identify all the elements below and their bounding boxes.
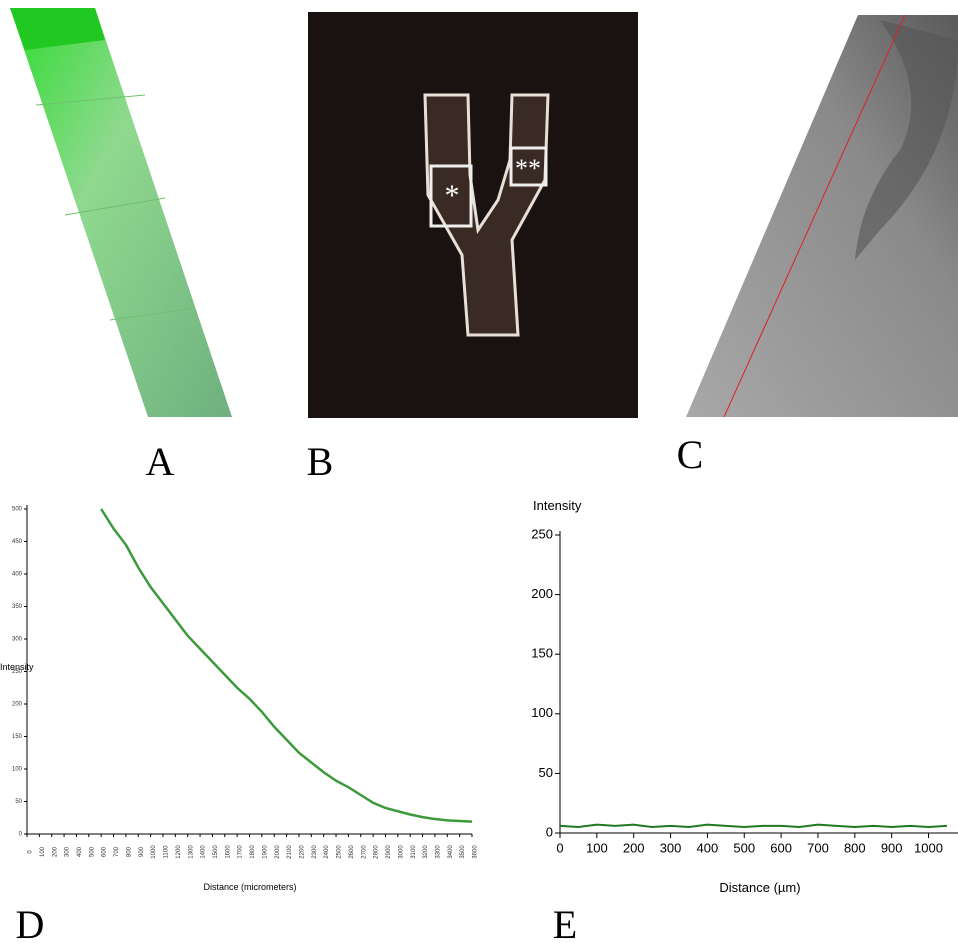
x-tick-label: 100 <box>586 840 608 855</box>
y-tick-label: 450 <box>12 539 23 545</box>
x-tick-label: 0 <box>556 840 563 855</box>
y-tick-label: 100 <box>12 767 23 773</box>
x-axis-title: Distance (µm) <box>719 880 800 895</box>
x-tick-label: 3600 <box>473 845 479 859</box>
x-axis-title: Distance (micrometers) <box>203 882 296 892</box>
y-tick-label: 0 <box>19 832 23 838</box>
panel-label: C <box>677 432 704 477</box>
x-tick-label: 500 <box>733 840 755 855</box>
x-tick-label: 1200 <box>176 845 182 859</box>
y-tick-label: 0 <box>546 824 553 839</box>
x-tick-label: 1800 <box>250 845 256 859</box>
x-tick-label: 3500 <box>460 845 466 859</box>
x-tick-label: 900 <box>881 840 903 855</box>
x-tick-label: 2900 <box>386 845 392 859</box>
x-tick-label: 1500 <box>213 845 219 859</box>
x-tick-label: 3400 <box>448 845 454 859</box>
y-tick-label: 400 <box>12 572 23 578</box>
y-tick-label: 100 <box>531 705 553 720</box>
x-tick-label: 1000 <box>151 845 157 859</box>
x-tick-label: 3100 <box>411 845 417 859</box>
panel-label: A <box>146 439 175 484</box>
y-tick-label: 200 <box>12 702 23 708</box>
y-tick-label: 250 <box>531 526 553 541</box>
x-tick-label: 400 <box>77 846 83 857</box>
x-tick-label: 2300 <box>312 845 318 859</box>
image-a <box>10 8 232 417</box>
y-tick-label: 150 <box>531 646 553 661</box>
x-tick-label: 600 <box>102 846 108 857</box>
x-tick-label: 900 <box>139 846 145 857</box>
x-tick-label: 700 <box>807 840 829 855</box>
x-tick-label: 200 <box>623 840 645 855</box>
panel-label: D <box>16 902 45 943</box>
y-axis-title: Intensity <box>0 662 34 672</box>
x-tick-label: 2200 <box>300 845 306 859</box>
image-mark: * <box>445 179 460 212</box>
x-tick-label: 100 <box>40 846 46 857</box>
x-tick-label: 2400 <box>324 845 330 859</box>
x-tick-label: 800 <box>126 846 132 857</box>
data-line <box>100 508 473 823</box>
x-tick-label: 3300 <box>435 845 441 859</box>
y-tick-label: 50 <box>15 799 22 805</box>
y-tick-label: 500 <box>12 507 23 513</box>
panel-label: B <box>307 439 334 484</box>
image-c <box>686 14 958 418</box>
x-tick-label: 800 <box>844 840 866 855</box>
x-tick-label: 2600 <box>349 845 355 859</box>
y-axis-title: Intensity <box>533 498 582 513</box>
data-line <box>559 823 948 829</box>
x-tick-label: 2500 <box>337 845 343 859</box>
x-tick-label: 300 <box>660 840 682 855</box>
image-b: * ** <box>308 12 638 418</box>
x-tick-label: 500 <box>89 846 95 857</box>
y-tick-label: 200 <box>531 586 553 601</box>
x-tick-label: 2000 <box>275 845 281 859</box>
x-tick-label: 700 <box>114 846 120 857</box>
x-tick-label: 2700 <box>361 845 367 859</box>
x-tick-label: 1600 <box>225 845 231 859</box>
x-tick-label: 2800 <box>374 845 380 859</box>
x-tick-label: 1400 <box>201 845 207 859</box>
x-tick-label: 1100 <box>164 845 170 859</box>
y-tick-label: 50 <box>539 765 553 780</box>
y-tick-label: 150 <box>12 734 23 740</box>
x-tick-label: 0 <box>28 850 34 854</box>
x-tick-label: 1300 <box>188 845 194 859</box>
y-tick-label: 300 <box>12 637 23 643</box>
image-mark: ** <box>515 154 541 183</box>
panel-label: E <box>553 902 577 943</box>
x-tick-label: 1000 <box>914 840 943 855</box>
x-tick-label: 1700 <box>238 845 244 859</box>
x-tick-label: 400 <box>697 840 719 855</box>
x-tick-label: 3200 <box>423 845 429 859</box>
x-tick-label: 200 <box>52 846 58 857</box>
x-tick-label: 300 <box>65 846 71 857</box>
y-tick-label: 350 <box>12 604 23 610</box>
x-tick-label: 3000 <box>398 845 404 859</box>
x-tick-label: 1900 <box>262 845 268 859</box>
x-tick-label: 600 <box>770 840 792 855</box>
x-tick-label: 2100 <box>287 845 293 859</box>
y-tick-label: 250 <box>12 669 23 675</box>
